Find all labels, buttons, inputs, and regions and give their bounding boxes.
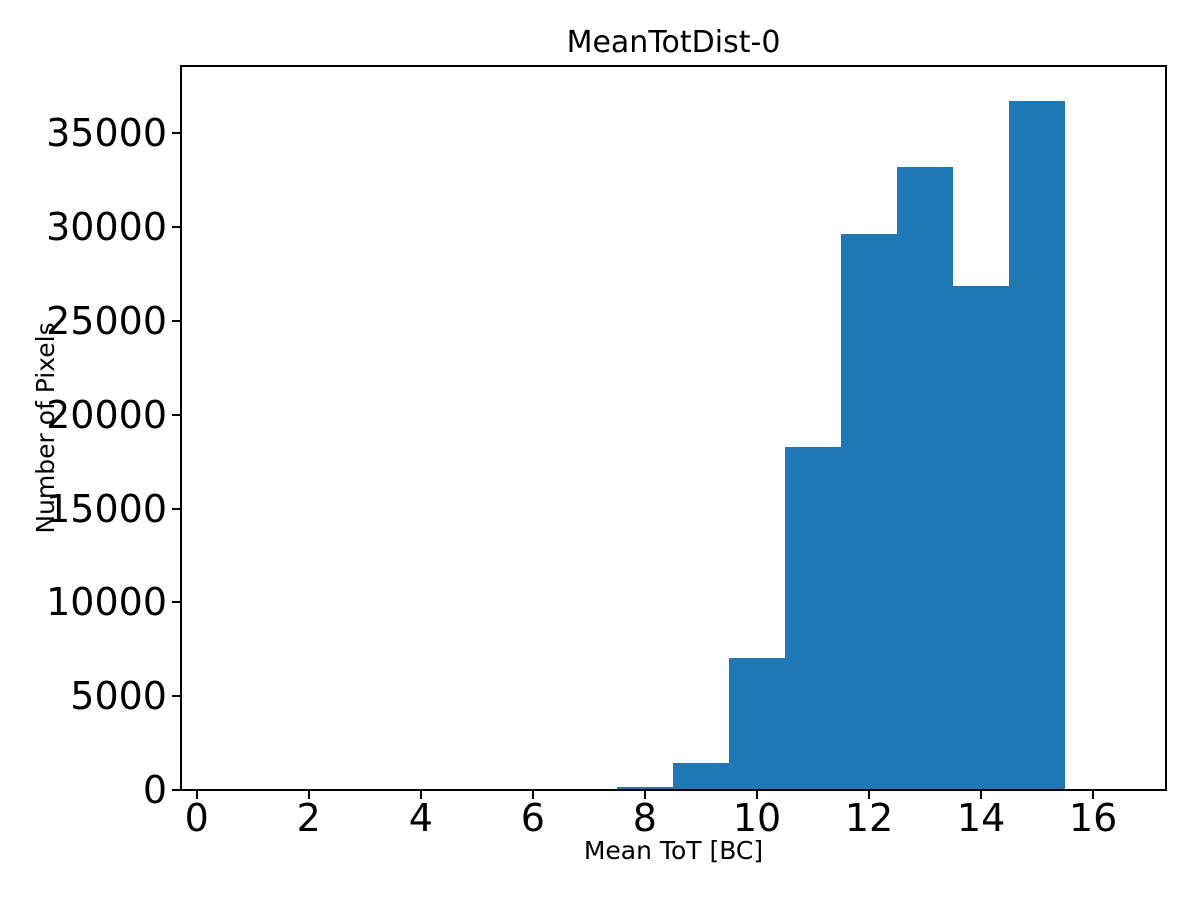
histogram-bar xyxy=(1009,100,1066,790)
y-tick xyxy=(172,507,180,510)
right-spine xyxy=(1165,65,1167,791)
y-tick-label: 35000 xyxy=(46,111,167,156)
x-tick-label: 0 xyxy=(184,796,209,840)
x-tick xyxy=(195,791,198,799)
x-tick xyxy=(643,791,646,799)
histogram-bar xyxy=(729,657,785,790)
top-spine xyxy=(180,65,1167,67)
x-tick xyxy=(756,791,758,799)
x-tick-label: 4 xyxy=(408,796,433,840)
histogram-bar xyxy=(897,167,954,790)
chart-title: MeanTotDist-0 xyxy=(566,25,781,60)
y-tick-label: 25000 xyxy=(46,299,167,343)
left-spine xyxy=(180,65,182,791)
x-tick-label: 2 xyxy=(296,796,321,840)
x-tick-label: 12 xyxy=(844,796,894,840)
histogram-bar xyxy=(785,447,841,790)
y-tick xyxy=(172,226,180,229)
x-tick xyxy=(980,791,983,799)
y-tick xyxy=(172,695,180,698)
y-tick-label: 15000 xyxy=(46,486,167,531)
x-tick xyxy=(307,791,310,799)
x-tick xyxy=(531,791,534,799)
y-tick xyxy=(172,320,180,322)
bottom-spine xyxy=(180,789,1167,791)
x-axis-label: Mean ToT [BC] xyxy=(583,836,764,865)
x-tick-label: 14 xyxy=(956,796,1006,840)
y-tick-label: 5000 xyxy=(70,674,167,719)
x-tick xyxy=(419,791,422,799)
y-tick-label: 30000 xyxy=(46,205,167,250)
y-tick-label: 20000 xyxy=(46,392,167,437)
histogram-bar xyxy=(672,762,729,790)
y-tick-label: 0 xyxy=(142,768,167,812)
histogram-bar xyxy=(841,233,897,790)
x-tick-label: 8 xyxy=(632,796,657,840)
y-tick xyxy=(172,132,180,135)
x-tick xyxy=(1092,791,1095,799)
x-tick-label: 10 xyxy=(732,796,782,840)
histogram-bar xyxy=(616,787,673,790)
x-tick-label: 16 xyxy=(1069,796,1118,840)
y-tick-label: 10000 xyxy=(46,580,167,625)
y-tick xyxy=(172,789,180,791)
histogram-bar xyxy=(953,285,1010,790)
y-tick xyxy=(172,413,180,416)
x-tick-label: 6 xyxy=(520,796,545,840)
x-tick xyxy=(868,791,870,799)
y-tick xyxy=(172,601,180,604)
